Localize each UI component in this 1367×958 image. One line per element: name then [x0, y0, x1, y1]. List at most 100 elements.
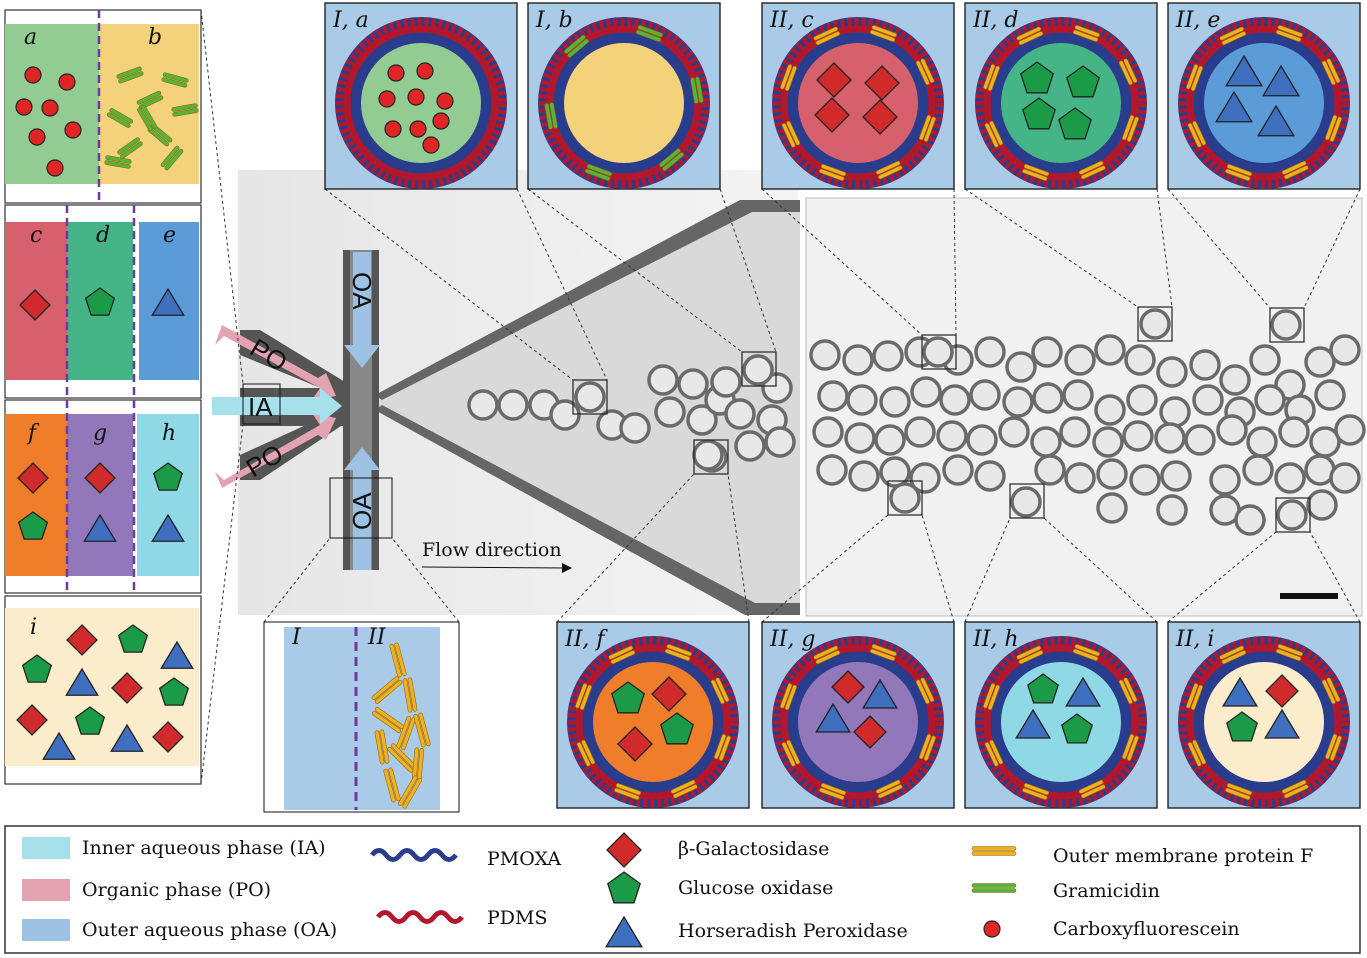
galactosidase-diamond: [862, 99, 898, 135]
vesicle-bubble: [1064, 344, 1096, 376]
ompf-rod: [398, 775, 422, 809]
carboxyfluorescein-dot: [409, 120, 427, 138]
compartment-label-g: g: [93, 421, 107, 446]
ompf-rod: [371, 707, 405, 733]
vesicle-bubble: [1159, 396, 1191, 428]
oa-top-label: OA: [347, 272, 377, 310]
connector-line: [1309, 531, 1361, 623]
legend-pmoxa-icon: [370, 848, 458, 862]
ompf-channel: [1122, 114, 1139, 142]
ompf-channel: [1022, 783, 1050, 800]
flow-arrows: [212, 252, 380, 570]
vesicle-bubble: [1064, 462, 1096, 494]
connector-line: [516, 188, 608, 381]
pdms-layer: [538, 17, 710, 189]
vesicle-label: II, i: [1175, 627, 1214, 652]
ompf-channel: [1325, 733, 1342, 761]
peroxidase-triangle: [65, 667, 99, 696]
carboxyfluorescein-dot: [46, 159, 64, 177]
vesicle-bubble: [1096, 492, 1128, 524]
vesicle-bubble: [809, 339, 841, 371]
legend-galactosidase: β-Galactosidase: [678, 838, 829, 860]
ompf-channel: [575, 683, 592, 711]
glucose-oxidase-pentagon: [17, 511, 49, 540]
vesicle-stream: [467, 308, 1366, 536]
carboxyfluorescein-dot: [416, 62, 434, 80]
vesicle-lumen: [798, 43, 918, 163]
ompf-channel: [1072, 25, 1100, 42]
compartment-label-i: i: [30, 615, 37, 640]
legend-gramicidin-icon: [971, 883, 1017, 893]
ompf-channel: [819, 164, 847, 181]
connector-line: [921, 514, 955, 623]
vesicle-bubble: [1129, 464, 1161, 496]
ompf-channel: [983, 64, 1000, 92]
carboxyfluorescein-dot: [422, 136, 440, 154]
vesicle-bubble: [848, 460, 880, 492]
vesicle-lumen: [564, 43, 684, 163]
compartment-label-c: c: [30, 223, 42, 248]
vesicle-bubble: [904, 416, 936, 448]
gramicidin-channel: [659, 148, 684, 171]
pdms-layer: [343, 25, 499, 181]
ompf-channel: [1187, 739, 1207, 767]
highlight-box-IIc: [921, 334, 957, 370]
peroxidase-triangle: [42, 731, 76, 760]
pdms-layer: [975, 636, 1147, 808]
vesicle-bubble: [497, 389, 529, 421]
carboxyfluorescein-dot: [384, 120, 402, 138]
vesicle-panel-IIc: II, c: [761, 2, 955, 190]
vesicle-bubble: [844, 422, 876, 454]
highlight-box-IId: [1137, 306, 1173, 342]
ompf-channel: [1281, 779, 1309, 799]
flow-arrow-line: [421, 566, 569, 569]
legend-ompf: Outer membrane protein F: [1053, 845, 1313, 867]
vesicle-bubble: [910, 376, 942, 408]
vesicle-bubble: [1139, 308, 1171, 340]
galactosidase-diamond: [651, 676, 687, 712]
galactosidase-diamond: [66, 624, 98, 656]
connector-line: [719, 188, 777, 353]
vesicle-lumen: [1001, 43, 1121, 163]
legend-pdms: PDMS: [487, 907, 548, 929]
pdms-layer: [780, 644, 936, 800]
vesicle-lumen: [1204, 662, 1324, 782]
carboxyfluorescein-dot: [432, 112, 450, 130]
highlight-box-Ia: [572, 379, 608, 415]
vesicle-bubble: [1094, 394, 1126, 426]
ompf-channel: [1281, 160, 1309, 180]
vesicle-bubble: [1329, 334, 1361, 366]
vesicle-label: II, g: [769, 627, 815, 652]
ompf-channel: [915, 58, 935, 86]
pdms-layer: [780, 25, 936, 181]
gramicidin-rod: [137, 104, 157, 132]
ia-label: IA: [248, 392, 273, 422]
vesicle-bubble: [1062, 379, 1094, 411]
vesicle-label: I, b: [535, 8, 573, 33]
vesicle-bubble: [974, 460, 1006, 492]
glucose-oxidase-pentagon: [1022, 97, 1056, 130]
highlight-box-IIg: [887, 480, 923, 516]
ompf-channel: [670, 779, 698, 799]
oa-bottom-box: [329, 477, 393, 539]
ompf-channel: [1022, 164, 1050, 181]
ompf-channel: [1187, 120, 1207, 148]
galactosidase-diamond: [152, 721, 184, 753]
carboxyfluorescein-dot: [58, 73, 76, 91]
legend-swatch-oa: [22, 919, 70, 941]
flow-direction-label: Flow direction: [422, 539, 562, 561]
compartment-g: [67, 414, 133, 576]
legend-inner-aqueous: Inner aqueous phase (IA): [82, 837, 326, 859]
ompf-rod: [374, 729, 390, 765]
connector-line: [324, 188, 574, 381]
vesicle-panel-IIg: II, g: [761, 621, 955, 809]
vesicle-panel-IIe: II, e: [1167, 2, 1361, 190]
compartment-f: [5, 414, 67, 576]
vesicle-bubble: [889, 482, 921, 514]
peroxidase-triangle: [1257, 104, 1295, 137]
carboxyfluorescein-dot: [15, 98, 33, 116]
ompf-channel: [1321, 677, 1341, 705]
peroxidase-triangle: [151, 513, 185, 542]
ompf-channel: [869, 644, 897, 661]
